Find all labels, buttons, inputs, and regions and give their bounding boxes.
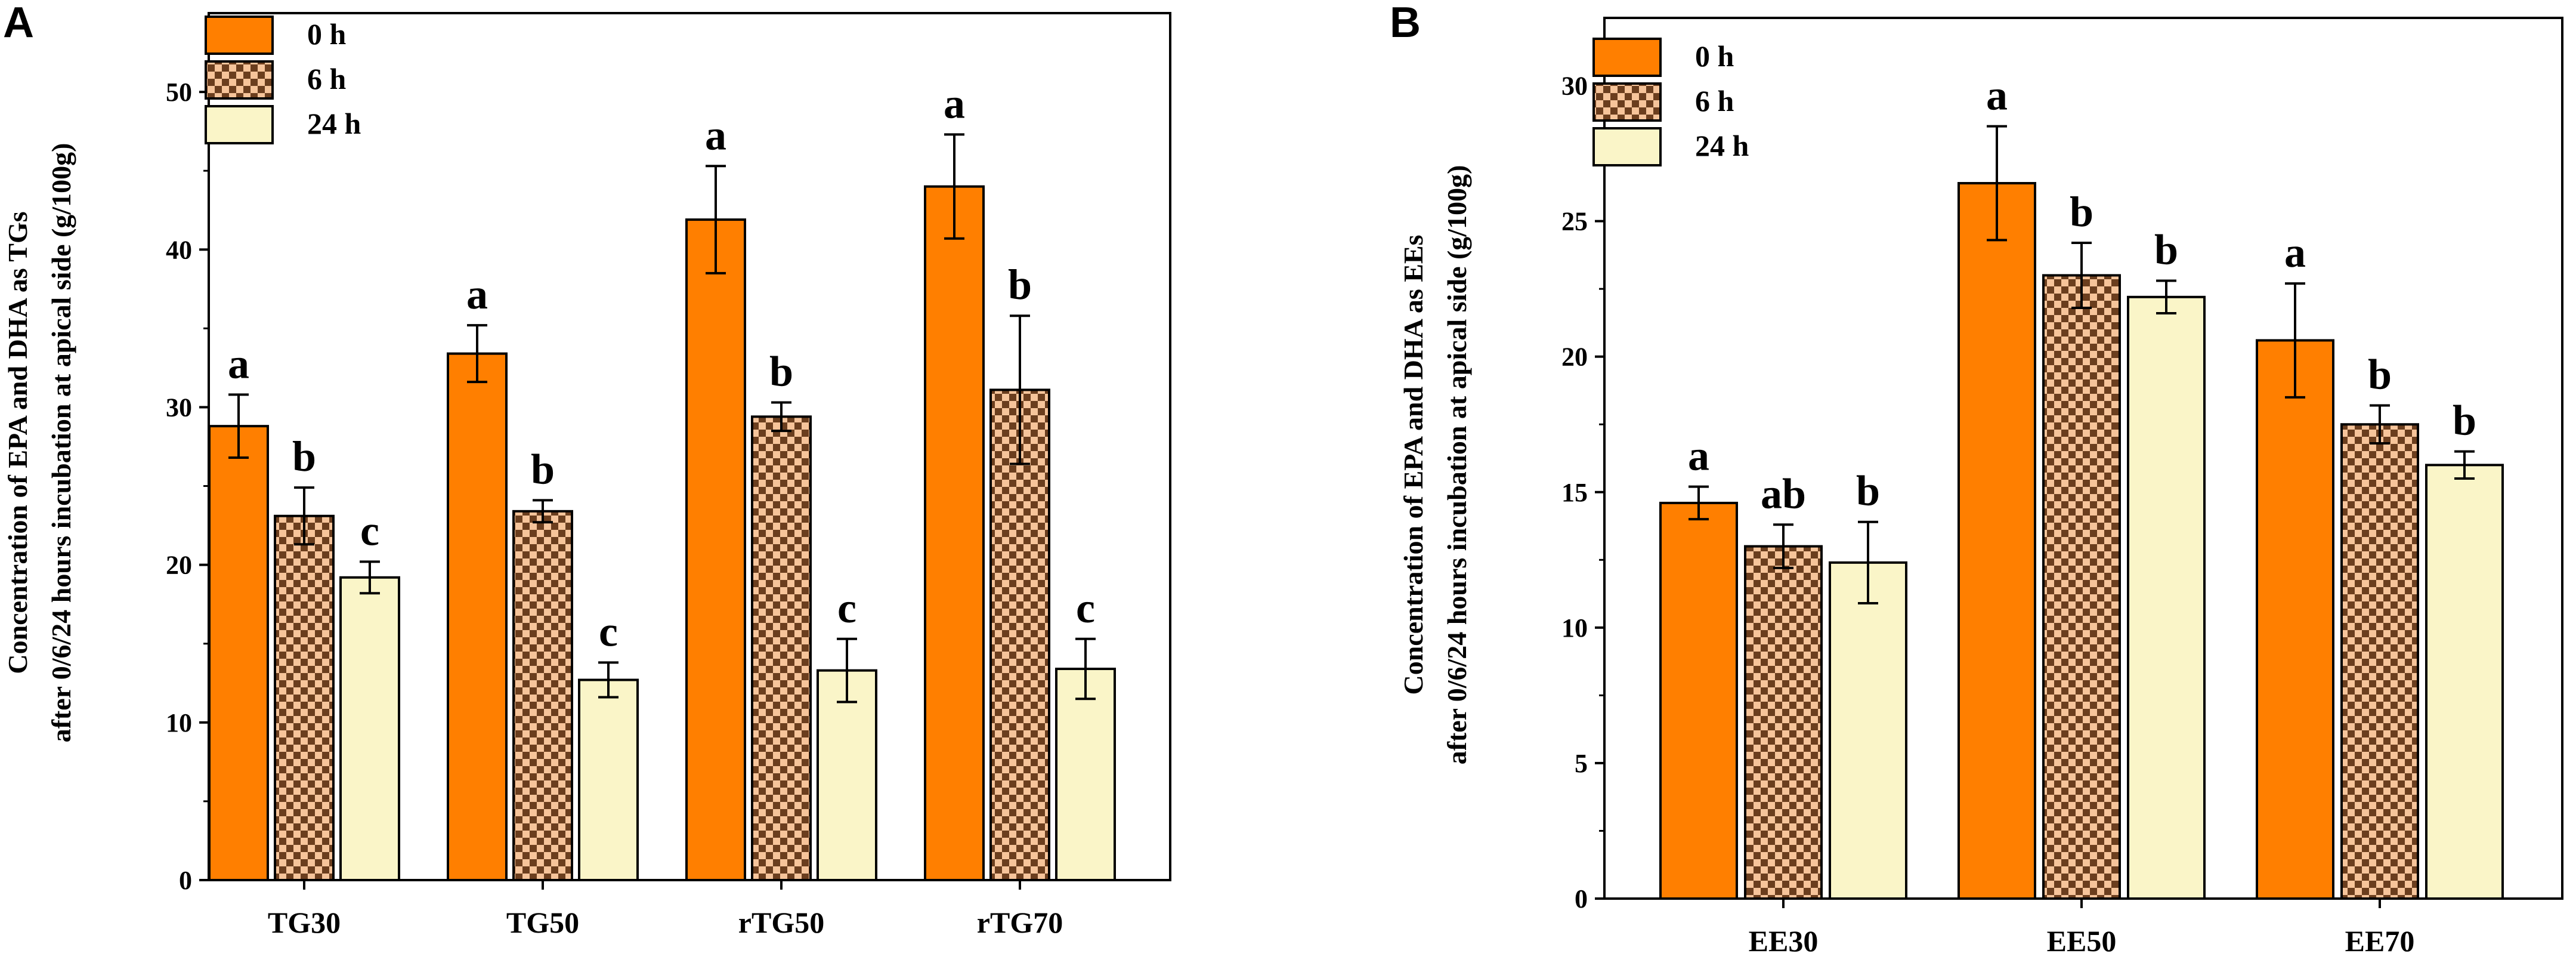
- significance-label-rtg70-h0: a: [944, 79, 965, 127]
- significance-label-ee50-h0: a: [1986, 72, 2008, 119]
- significance-label-rtg70-h6: b: [1008, 261, 1032, 308]
- legend-swatch-h24: [205, 105, 274, 144]
- x-tick-label-ee30: EE30: [1749, 924, 1819, 958]
- bar-tg50-h0: [447, 352, 508, 881]
- panel-label-b: B: [1390, 0, 1421, 47]
- y-tick-label: 15: [1561, 478, 1588, 507]
- y-tick-label: 30: [166, 393, 192, 422]
- legend-swatch-h0: [205, 16, 274, 55]
- significance-label-tg30-h0: a: [228, 340, 249, 387]
- y-axis-label-a-line1: Concentration of EPA and DHA as TGs: [2, 211, 33, 674]
- bar-tg50-h24: [578, 678, 639, 882]
- significance-label-ee70-h6: b: [2368, 350, 2392, 398]
- legend-a: 0 h 6 h 24 h: [205, 16, 361, 144]
- significance-label-tg50-h6: b: [531, 445, 555, 493]
- x-tick-label-rtg70: rTG70: [977, 906, 1063, 939]
- legend-b: 0 h 6 h 24 h: [1592, 38, 1749, 166]
- significance-label-tg50-h24: c: [599, 607, 618, 655]
- bar-ee30-h6: [1744, 545, 1823, 900]
- bar-ee50-h24: [2127, 295, 2206, 900]
- significance-label-ee50-h24: b: [2154, 226, 2178, 274]
- legend-swatch-h6: [1592, 82, 1662, 122]
- y-tick-label: 40: [166, 235, 192, 264]
- y-tick-label: 30: [1561, 72, 1588, 101]
- significance-label-ee70-h0: a: [2284, 229, 2306, 276]
- bar-ee70-h0: [2256, 339, 2334, 900]
- legend-label-h0: 0 h: [1695, 39, 1734, 73]
- y-tick-label: 5: [1575, 749, 1588, 778]
- x-tick-label-rtg50: rTG50: [738, 906, 824, 939]
- y-axis-label-a-line2: after 0/6/24 hours incubation at apical …: [46, 143, 76, 743]
- chart-panel-b: B Concentration of EPA and DHA as EEs af…: [1390, 0, 2563, 958]
- significance-label-ee30-h0: a: [1688, 432, 1709, 480]
- bar-tg30-h6: [274, 514, 335, 881]
- plot-area-a: 01020304050TG30abcTG50abcrTG50abcrTG70ab…: [166, 12, 1171, 939]
- bar-tg50-h6: [512, 510, 573, 881]
- legend-swatch-h24: [1592, 127, 1662, 166]
- legend-swatch-h0: [1592, 38, 1662, 77]
- bar-ee30-h0: [1659, 501, 1738, 900]
- y-tick-label: 10: [1561, 613, 1588, 643]
- bar-ee50-h6: [2042, 274, 2121, 900]
- chart-panel-a: A Concentration of EPA and DHA as TGs af…: [2, 0, 1171, 939]
- significance-label-tg50-h0: a: [466, 270, 488, 318]
- x-tick-label-ee70: EE70: [2345, 924, 2415, 958]
- legend-label-h6: 6 h: [1695, 84, 1734, 118]
- y-axis-label-b-line1: Concentration of EPA and DHA as EEs: [1398, 234, 1428, 695]
- bar-rtg70-h24: [1055, 667, 1116, 881]
- bar-ee70-h6: [2340, 423, 2419, 900]
- bar-rtg70-h0: [924, 185, 985, 882]
- y-tick-label: 50: [166, 78, 192, 107]
- bar-ee30-h24: [1829, 561, 1907, 900]
- bar-rtg50-h24: [817, 669, 877, 881]
- significance-label-ee30-h6: ab: [1761, 470, 1806, 517]
- bar-rtg50-h6: [751, 415, 812, 881]
- significance-label-rtg50-h0: a: [705, 111, 726, 159]
- legend-label-h24: 24 h: [307, 107, 361, 140]
- legend-swatch-h6: [205, 60, 274, 100]
- significance-label-rtg50-h6: b: [769, 348, 793, 396]
- legend-label-h24: 24 h: [1695, 129, 1749, 162]
- legend-label-h6: 6 h: [307, 62, 347, 95]
- y-tick-label: 10: [166, 708, 192, 737]
- y-tick-label: 25: [1561, 207, 1588, 236]
- y-axis-label-b-line2: after 0/6/24 hours incubation at apical …: [1442, 165, 1472, 765]
- y-tick-label: 20: [1561, 342, 1588, 372]
- bar-rtg70-h6: [989, 388, 1050, 881]
- significance-label-rtg70-h24: c: [1076, 584, 1095, 632]
- bar-rtg50-h0: [685, 218, 746, 882]
- x-tick-label-tg30: TG30: [268, 906, 341, 939]
- x-tick-label-ee50: EE50: [2047, 924, 2117, 958]
- y-tick-label: 0: [1575, 884, 1588, 914]
- y-tick-label: 0: [179, 866, 192, 895]
- significance-label-ee30-h24: b: [1856, 467, 1880, 515]
- significance-label-tg30-h6: b: [292, 433, 316, 480]
- panel-label-a: A: [3, 0, 34, 47]
- x-tick-label-tg50: TG50: [506, 906, 579, 939]
- bar-ee50-h0: [1957, 182, 2036, 900]
- significance-label-tg30-h24: c: [360, 507, 379, 554]
- significance-label-ee70-h24: b: [2453, 397, 2476, 445]
- significance-label-ee50-h6: b: [2070, 188, 2093, 236]
- y-tick-label: 20: [166, 551, 192, 580]
- bar-tg30-h0: [208, 425, 269, 881]
- bar-tg30-h24: [339, 576, 400, 882]
- bar-ee70-h24: [2425, 464, 2504, 900]
- legend-label-h0: 0 h: [307, 17, 347, 51]
- significance-label-rtg50-h24: c: [837, 584, 856, 632]
